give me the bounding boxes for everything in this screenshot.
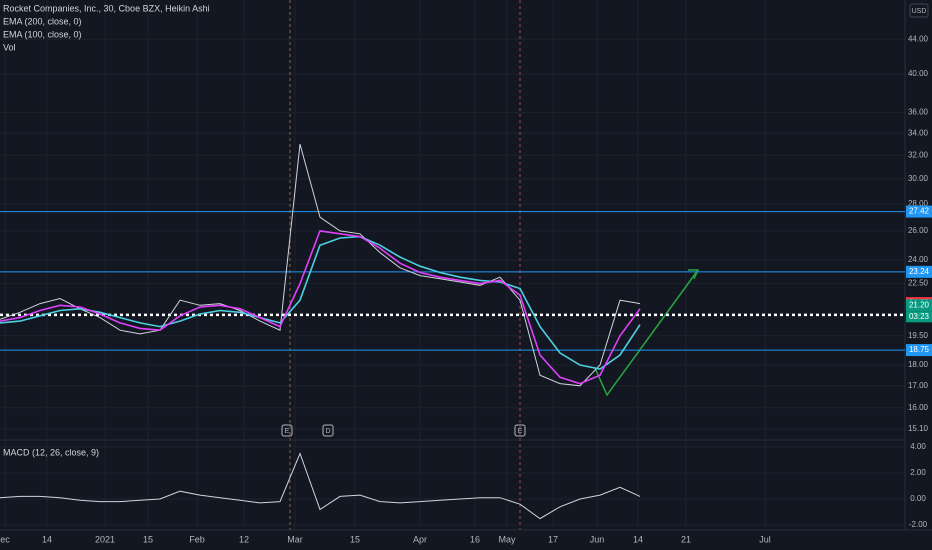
title: Rocket Companies, Inc., 30, Cboe BZX, He… (3, 3, 210, 13)
countdown-tag (906, 311, 932, 323)
y-tick-label: 15.10 (908, 424, 929, 433)
arrow-head (688, 269, 700, 280)
x-tick-label: 15 (350, 534, 360, 544)
series-line (0, 143, 641, 387)
y-tick-label: 36.00 (908, 107, 929, 116)
y-tick-label: 22.50 (908, 279, 929, 288)
x-tick-label: 14 (42, 534, 52, 544)
series-line (0, 452, 641, 520)
indicator: Vol (3, 42, 16, 52)
y-tick-label: -2.00 (909, 520, 928, 529)
level-label: 21.20 (909, 300, 930, 309)
y-tick-label: 16.00 (908, 403, 929, 412)
level-label: 18.75 (909, 345, 930, 354)
y-tick-label: 32.00 (908, 150, 929, 159)
y-tick-label: 19.50 (908, 331, 929, 340)
level-tag (906, 299, 932, 312)
y-tick-label: 24.00 (908, 255, 929, 264)
y-tick-label: 40.00 (908, 69, 929, 78)
x-tick-label: 14 (633, 534, 643, 544)
x-tick-label: 12 (239, 534, 249, 544)
x-tick-label: 16 (470, 534, 480, 544)
event-label: E (285, 428, 290, 435)
x-tick-label: Apr (413, 534, 427, 544)
countdown: 03:23 (909, 312, 930, 321)
series-line (0, 235, 641, 370)
projection-arrow (594, 269, 699, 397)
y-tick-label: 28.00 (908, 199, 929, 208)
currency-box (909, 3, 929, 18)
x-tick-label: ec (0, 534, 10, 544)
level-label: 27.42 (909, 207, 930, 216)
level-tag (906, 265, 932, 278)
event-label: E (518, 428, 523, 435)
y-tick-label: 0.00 (910, 494, 926, 503)
y-tick-label: 17.00 (908, 381, 929, 390)
x-tick-label: Jun (590, 534, 605, 544)
macd-title: MACD (12, 26, close, 9) (3, 447, 99, 457)
indicator: EMA (100, close, 0) (3, 29, 82, 39)
y-tick-label: 26.00 (908, 226, 929, 235)
x-tick-label: 17 (548, 534, 558, 544)
y-tick-label: 30.00 (908, 174, 929, 183)
x-tick-label: Mar (287, 534, 303, 544)
x-tick-label: Jul (759, 534, 771, 544)
x-tick-label: Feb (189, 534, 205, 544)
event-marker (281, 424, 293, 437)
x-tick-label: May (498, 534, 516, 544)
currency: USD (912, 8, 927, 15)
y-tick-label: 2.00 (910, 468, 926, 477)
event-marker (514, 424, 526, 437)
indicator: EMA (200, close, 0) (3, 16, 82, 26)
y-tick-label: 34.00 (908, 128, 929, 137)
level-label: 23.24 (909, 267, 930, 276)
x-tick-label: 21 (681, 534, 691, 544)
x-tick-label: 15 (143, 534, 153, 544)
event-marker (322, 424, 334, 437)
level-tag (906, 344, 932, 357)
y-tick-label: 44.00 (908, 34, 929, 43)
event-label: D (325, 428, 330, 435)
series-line (0, 230, 641, 385)
y-tick-label: 18.00 (908, 360, 929, 369)
level-tag (906, 205, 932, 218)
y-tick-label: 4.00 (910, 442, 926, 451)
x-tick-label: 2021 (95, 534, 115, 544)
